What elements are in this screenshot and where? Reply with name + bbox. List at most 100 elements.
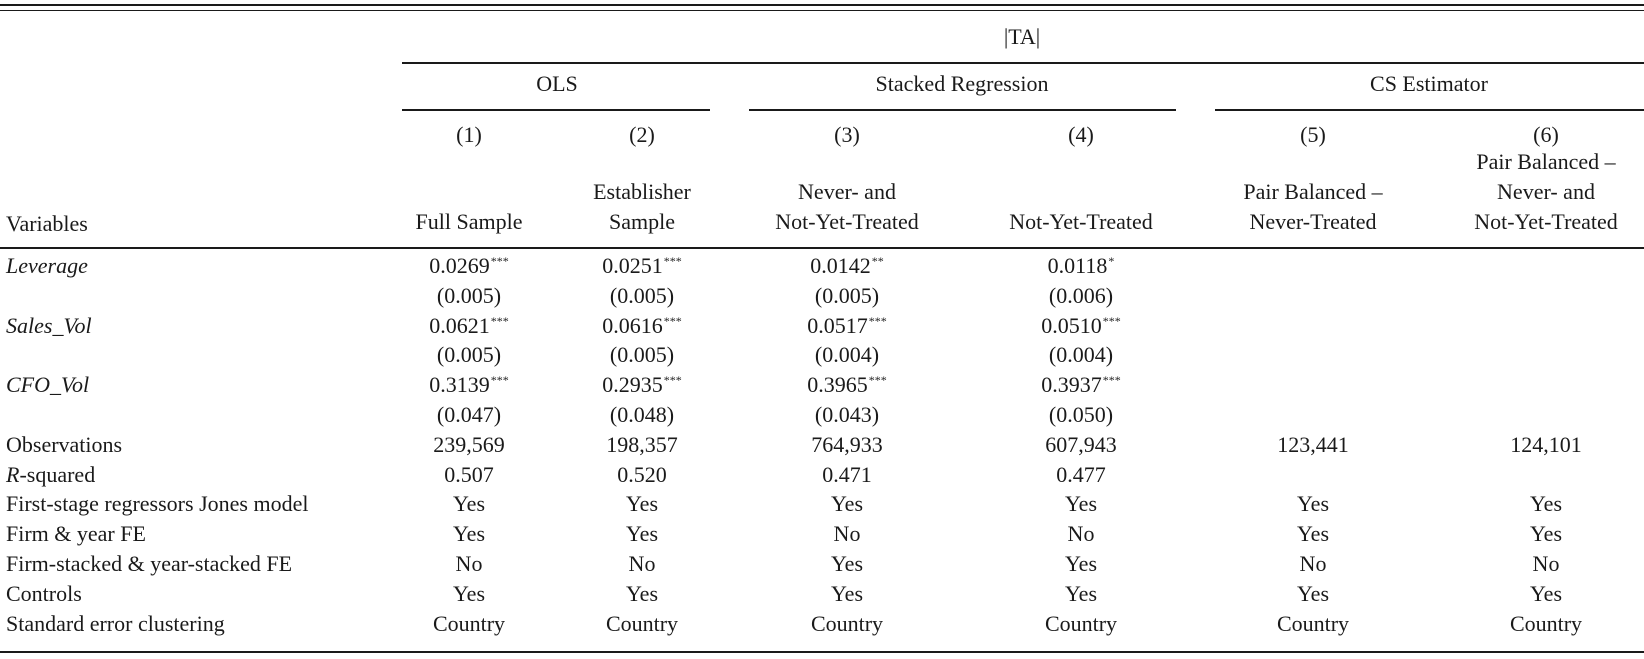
- coefficient-cell: 0.0616***: [602, 313, 682, 338]
- stat-cell: Country: [605, 610, 679, 636]
- standard-error-cell: (0.043): [814, 402, 880, 427]
- stat-label: Observations: [6, 431, 123, 457]
- column-number: (5): [1300, 122, 1326, 147]
- coefficient-cell: 0.3937***: [1041, 373, 1121, 397]
- group-header-stacked: Stacked Regression: [875, 71, 1049, 96]
- stat-cell: Yes: [830, 551, 864, 576]
- stat-label: First-stage regressors Jones model: [6, 491, 309, 517]
- column-number: (6): [1533, 122, 1559, 147]
- column-subheader-line: Never- and: [798, 179, 896, 204]
- significance-stars: ***: [663, 254, 682, 268]
- coefficient-cell: 0.0517***: [807, 313, 887, 338]
- coefficient-cell: 0.0621***: [429, 313, 509, 338]
- group-rule-ols: [402, 109, 710, 111]
- standard-error-cell: (0.005): [436, 342, 502, 368]
- standard-error-cell: (0.005): [814, 282, 880, 308]
- significance-stars: ***: [1102, 373, 1121, 388]
- stat-cell: 607,943: [1045, 431, 1117, 457]
- coefficient-value: 0.3139: [429, 372, 490, 398]
- stat-cell: No: [833, 521, 861, 547]
- stat-cell: Country: [810, 610, 884, 636]
- standard-error-cell: (0.004): [814, 342, 880, 368]
- stat-cell: Country: [1509, 610, 1583, 636]
- stat-cell: Yes: [625, 521, 659, 547]
- stat-cell: No: [1532, 551, 1560, 576]
- stat-label: Standard error clustering: [6, 610, 225, 636]
- coefficient-cell: 0.0251***: [602, 254, 682, 278]
- coefficient-cell: 0.2935***: [602, 373, 682, 397]
- stat-cell: Country: [1044, 610, 1118, 636]
- stat-cell: Yes: [452, 580, 486, 606]
- significance-stars: ***: [490, 373, 509, 388]
- coefficient-value: 0.3965: [807, 372, 868, 398]
- stat-cell: Yes: [1296, 521, 1330, 547]
- column-subheader-line: Not-Yet-Treated: [1474, 209, 1618, 234]
- coefficient-cell: 0.0118*: [1048, 254, 1115, 278]
- stat-cell: Yes: [625, 491, 659, 517]
- group-header-cs: CS Estimator: [1370, 71, 1488, 96]
- stat-cell: No: [455, 551, 483, 576]
- significance-stars: **: [871, 254, 884, 268]
- column-subheader-line: Not-Yet-Treated: [1009, 209, 1153, 234]
- standard-error-cell: (0.005): [609, 342, 675, 368]
- significance-stars: ***: [1102, 313, 1121, 328]
- coefficient-cell: 0.0269***: [429, 254, 509, 278]
- group-header-ols: OLS: [536, 71, 578, 96]
- stat-cell: 198,357: [606, 431, 678, 457]
- stat-cell: 123,441: [1277, 431, 1349, 457]
- rsquared-label-suffix: -squared: [19, 461, 96, 487]
- coefficient-cell: 0.0142**: [810, 254, 884, 278]
- coefficient-cell: 0.3139***: [429, 373, 509, 397]
- standard-error-cell: (0.005): [609, 282, 675, 308]
- stat-cell: Yes: [452, 491, 486, 517]
- standard-error-cell: (0.006): [1048, 282, 1114, 308]
- significance-stars: ***: [663, 373, 682, 388]
- stat-cell: Yes: [1529, 580, 1563, 606]
- stat-cell: Yes: [1064, 580, 1098, 606]
- significance-stars: ***: [868, 313, 887, 328]
- coefficient-value: 0.0510: [1041, 312, 1102, 338]
- rsquared-label-italic: R: [6, 461, 20, 487]
- variable-label: Leverage: [6, 253, 88, 278]
- significance-stars: ***: [490, 313, 509, 328]
- group-rule-cs: [1215, 109, 1644, 111]
- stat-cell: 0.507: [444, 461, 494, 487]
- coefficient-value: 0.0251: [602, 253, 663, 278]
- rsquared-label: R-squared: [6, 461, 96, 487]
- stat-cell: No: [1299, 551, 1327, 576]
- stat-cell: Yes: [1296, 491, 1330, 517]
- stat-label: Firm-stacked & year-stacked FE: [6, 551, 293, 576]
- standard-error-cell: (0.047): [436, 402, 502, 427]
- significance-stars: *: [1108, 254, 1115, 268]
- stat-cell: No: [1067, 521, 1095, 547]
- standard-error-cell: (0.050): [1048, 402, 1114, 427]
- stat-cell: Yes: [1529, 521, 1563, 547]
- variable-label: CFO_Vol: [6, 372, 90, 398]
- stat-cell: Yes: [1064, 491, 1098, 517]
- top-double-rule-inner: [0, 10, 1644, 11]
- stat-cell: Yes: [625, 580, 659, 606]
- stat-cell: Country: [432, 610, 506, 636]
- column-subheader-line: Never-Treated: [1249, 209, 1377, 234]
- stat-cell: Yes: [452, 521, 486, 547]
- stat-cell: Yes: [830, 580, 864, 606]
- stat-cell: 0.471: [822, 461, 872, 487]
- stat-cell: 0.520: [617, 461, 667, 487]
- column-number: (3): [834, 122, 860, 147]
- standard-error-cell: (0.005): [436, 282, 502, 308]
- coefficient-value: 0.0118: [1047, 253, 1108, 278]
- stat-cell: Yes: [1064, 551, 1098, 576]
- coefficient-cell: 0.0510***: [1041, 312, 1121, 338]
- group-rule-stacked: [749, 109, 1176, 111]
- stat-cell: 124,101: [1510, 431, 1582, 457]
- top-double-rule: [0, 4, 1644, 6]
- column-subheader-line: Not-Yet-Treated: [775, 209, 919, 234]
- column-subheader-line: Full Sample: [415, 209, 523, 234]
- stat-cell: No: [628, 551, 656, 576]
- column-number: (1): [456, 122, 482, 147]
- header-bottom-rule: [0, 247, 1644, 249]
- column-number: (2): [629, 122, 655, 147]
- significance-stars: ***: [490, 254, 509, 268]
- stat-cell: Yes: [1296, 580, 1330, 606]
- coefficient-value: 0.0142: [810, 253, 871, 278]
